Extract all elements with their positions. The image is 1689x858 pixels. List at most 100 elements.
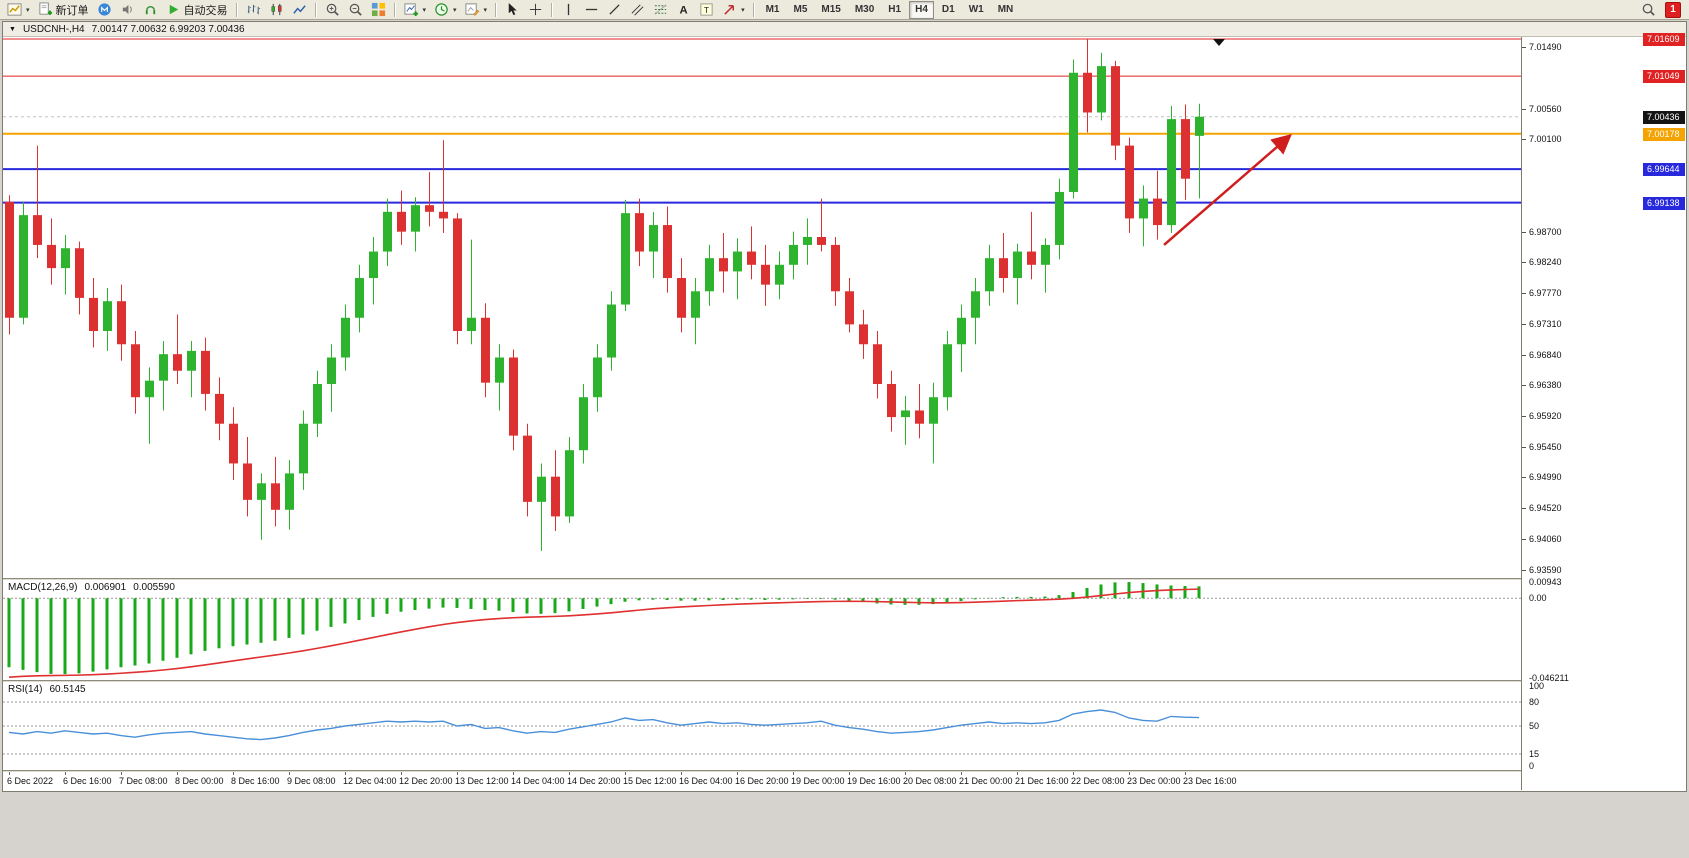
candle: [33, 145, 42, 259]
timeframe-h4-button[interactable]: H4: [909, 0, 934, 19]
toolbar-right: 1: [1637, 0, 1686, 20]
support-button[interactable]: [139, 0, 162, 20]
macd-scale-label: 0.00943: [1529, 577, 1562, 587]
new-chart-button[interactable]: ▾: [3, 0, 34, 20]
time-axis-label: 6 Dec 2022: [7, 776, 54, 786]
indicators-button[interactable]: ▾: [400, 0, 431, 20]
trendline-button[interactable]: [603, 0, 626, 20]
equidistant-channel-button[interactable]: [626, 0, 649, 20]
candle: [635, 198, 644, 267]
time-axis-label: 23 Dec 16:00: [1183, 776, 1237, 786]
indicators-icon: [403, 2, 419, 17]
candle: [537, 463, 546, 551]
toolbar-separator: [235, 2, 238, 17]
timeframe-w1-button[interactable]: W1: [968, 3, 984, 15]
cursor-button[interactable]: [501, 0, 524, 20]
time-axis-label: 14 Dec 04:00: [511, 776, 565, 786]
timeframe-m15-button[interactable]: M15: [821, 3, 841, 15]
sounds-button[interactable]: [116, 0, 139, 20]
rsi-indicator-pane: [3, 701, 1521, 755]
chart-ohlc-values: 7.00147 7.00632 6.99203 7.00436: [91, 23, 245, 35]
pane-separator[interactable]: [3, 578, 1686, 580]
candle: [663, 206, 672, 293]
candle: [971, 278, 980, 345]
timeframe-mn-button[interactable]: MN: [997, 3, 1014, 15]
candle: [621, 199, 630, 312]
candle: [145, 367, 154, 444]
current-price-badge: 7.00436: [1643, 110, 1685, 124]
candle: [271, 456, 280, 527]
text-icon: A: [676, 2, 691, 17]
horizontal-line-button[interactable]: [580, 0, 603, 20]
price-line-badge: 7.01049: [1643, 70, 1685, 84]
line-chart-button[interactable]: [288, 0, 311, 20]
auto-trading-button-label: 自动交易: [183, 4, 228, 17]
periods-button[interactable]: ▾: [430, 0, 461, 20]
time-axis[interactable]: 6 Dec 2022 6 Dec 16:00 7 Dec 08:00 8 Dec 00…: [3, 772, 1521, 790]
candle: [159, 340, 168, 411]
rsi-scale-label: 15: [1529, 749, 1540, 759]
candle: [411, 197, 420, 252]
chart-menu-icon[interactable]: ▼: [9, 25, 16, 33]
new-order-button[interactable]: 新订单: [34, 0, 93, 20]
price-scale-separator[interactable]: [1521, 37, 1522, 790]
timeframe-h1-button[interactable]: H1: [888, 3, 902, 15]
toolbar-items: ▾ 新订单 自动交易 ▾ ▾ ▾ A T ▾: [3, 0, 759, 19]
macd-label: MACD(12,26,9) 0.006901 0.005590: [8, 582, 175, 593]
time-axis-label: 12 Dec 20:00: [399, 776, 453, 786]
templates-button[interactable]: ▾: [461, 0, 492, 20]
price-tick-label: 6.98700: [1529, 226, 1562, 237]
time-tick-mark: [513, 772, 514, 775]
chart-shift-marker[interactable]: [1213, 39, 1225, 46]
trend-arrow-annotation[interactable]: [1163, 134, 1292, 246]
scale-tick-mark: [1522, 262, 1526, 264]
timeframe-m5-button[interactable]: M5: [793, 3, 808, 15]
tile-windows-button[interactable]: [367, 0, 390, 20]
text-label-button[interactable]: T: [695, 0, 718, 20]
auto-trading-button[interactable]: 自动交易: [162, 0, 232, 20]
candle: [131, 331, 140, 414]
timeframe-d1-button[interactable]: D1: [941, 3, 955, 15]
price-scale[interactable]: 7.01490 7.00560 7.00100 6.98700 6.98240 6.977…: [1522, 33, 1686, 790]
fibonacci-button[interactable]: [649, 0, 672, 20]
candlestick-chart[interactable]: [3, 37, 1521, 578]
toolbar-separator: [495, 2, 498, 17]
price-tick-label: 6.96840: [1529, 349, 1562, 360]
time-axis-label: 14 Dec 20:00: [567, 776, 621, 786]
zoom-in-button[interactable]: [321, 0, 344, 20]
timeframe-m30-button[interactable]: M30: [854, 3, 875, 15]
time-axis-label: 22 Dec 08:00: [1071, 776, 1125, 786]
new-chart-icon: [7, 2, 22, 17]
new-order-icon: [38, 2, 53, 17]
time-axis-label: 23 Dec 00:00: [1127, 776, 1181, 786]
candle: [691, 278, 700, 345]
price-line-badge: 6.99644: [1643, 163, 1685, 177]
pane-separator[interactable]: [3, 680, 1686, 682]
text-label-icon: T: [699, 2, 714, 17]
text-button[interactable]: A: [672, 0, 695, 20]
bar-chart-button[interactable]: [242, 0, 265, 20]
pane-separator[interactable]: [3, 770, 1686, 772]
candle: [761, 244, 770, 306]
search-button[interactable]: [1637, 0, 1660, 20]
zoom-out-button[interactable]: [344, 0, 367, 20]
community-button[interactable]: [93, 0, 116, 20]
time-axis-label: 21 Dec 00:00: [959, 776, 1013, 786]
time-tick-mark: [233, 772, 234, 775]
scale-tick-mark: [1522, 138, 1526, 140]
macd-scale-label: 0.00: [1529, 593, 1547, 604]
crosshair-button[interactable]: [524, 0, 547, 20]
candle-chart-button[interactable]: [265, 0, 288, 20]
arrows-button[interactable]: ▾: [718, 0, 749, 20]
rsi-scale-label: 50: [1529, 721, 1540, 731]
price-tick-label: 6.96380: [1529, 380, 1562, 391]
candle: [1125, 137, 1134, 234]
vertical-line-button[interactable]: [557, 0, 580, 20]
timeframe-m1-button[interactable]: M1: [765, 3, 780, 15]
candle: [1069, 59, 1078, 199]
candle: [565, 436, 574, 524]
notification-badge[interactable]: 1: [1665, 1, 1681, 18]
svg-text:T: T: [704, 5, 709, 15]
rsi-value: 60.5145: [49, 684, 86, 695]
